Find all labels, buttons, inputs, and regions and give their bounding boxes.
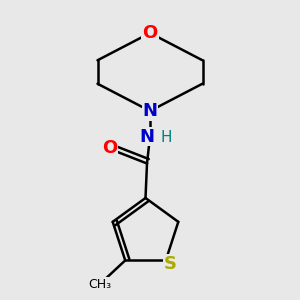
Text: N: N <box>142 102 158 120</box>
Text: O: O <box>142 24 158 42</box>
Text: S: S <box>164 255 177 273</box>
Text: CH₃: CH₃ <box>88 278 111 291</box>
Text: N: N <box>140 128 154 146</box>
Text: O: O <box>102 140 117 158</box>
Text: H: H <box>161 130 172 146</box>
